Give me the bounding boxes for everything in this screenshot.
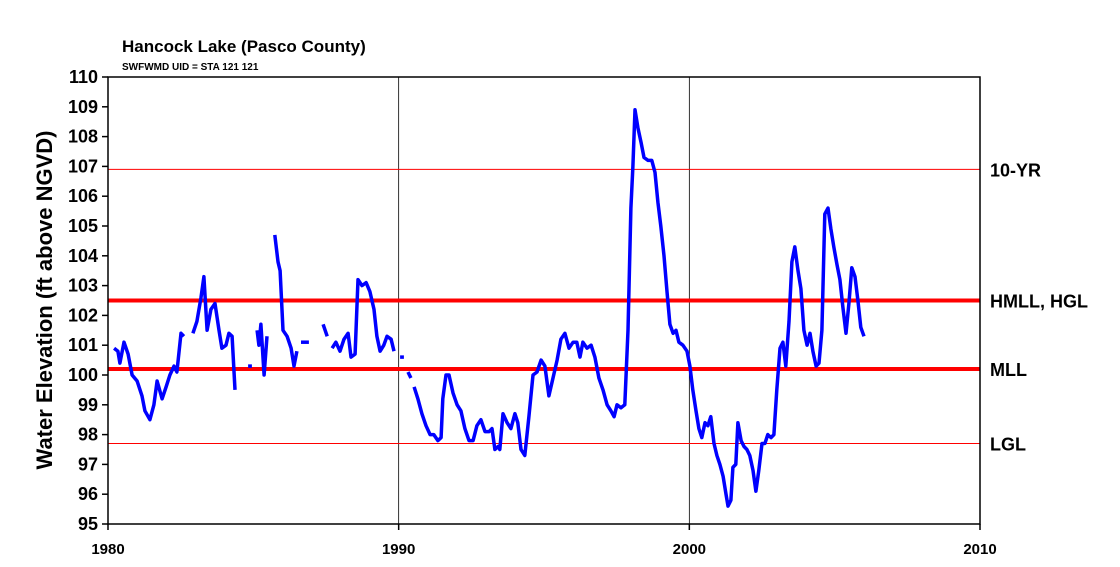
data-line	[412, 108, 866, 508]
y-tick-label: 101	[68, 335, 98, 355]
data-line	[330, 277, 396, 359]
y-tick-label: 107	[68, 156, 98, 176]
y-tick-label: 95	[78, 514, 98, 534]
data-line	[255, 322, 269, 377]
y-tick-label: 109	[68, 97, 98, 117]
reference-label: HMLL, HGL	[990, 292, 1088, 312]
y-tick-label: 98	[78, 425, 98, 445]
plot-frame	[107, 76, 981, 525]
y-tick-label: 104	[68, 246, 98, 266]
data-line	[113, 331, 186, 422]
chart-subtitle: SWFWMD UID = STA 121 121	[122, 62, 259, 73]
x-tick-label: 1990	[382, 541, 415, 558]
y-tick-label: 108	[68, 127, 98, 147]
y-tick-label: 110	[69, 67, 98, 87]
y-tick-label: 103	[68, 276, 98, 296]
y-tick-label: 96	[78, 484, 98, 504]
y-tick-label: 99	[78, 395, 98, 415]
y-axis-label: Water Elevation (ft above NGVD)	[32, 130, 57, 469]
data-line	[321, 323, 329, 337]
data-line	[191, 274, 237, 390]
data-line	[406, 371, 413, 379]
x-tick-label: 2010	[963, 541, 996, 558]
y-tick-label: 100	[68, 365, 98, 385]
chart-title: Hancock Lake (Pasco County)	[122, 37, 366, 56]
x-tick-label: 2000	[673, 541, 706, 558]
y-tick-label: 97	[78, 454, 98, 474]
reference-label: LGL	[990, 435, 1026, 455]
y-tick-label: 106	[68, 186, 98, 206]
x-tick-label: 1980	[91, 541, 124, 558]
data-line	[273, 234, 299, 368]
reference-label: MLL	[990, 360, 1027, 380]
y-tick-label: 102	[68, 305, 98, 325]
reference-label: 10-YR	[990, 160, 1041, 180]
y-tick-label: 105	[68, 216, 98, 236]
